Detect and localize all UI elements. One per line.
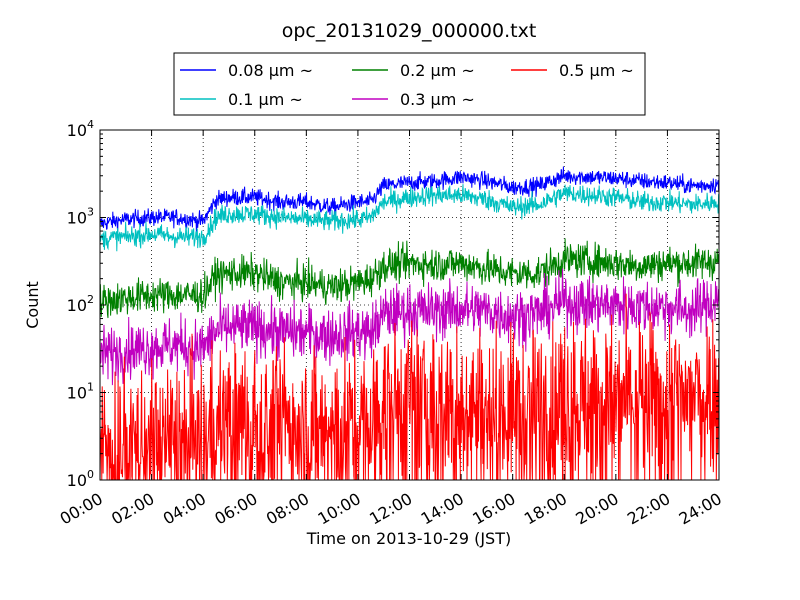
legend-label: 0.2 μm ~ — [400, 61, 475, 80]
y-tick-label: 101 — [67, 381, 94, 403]
legend-label: 0.3 μm ~ — [400, 90, 475, 109]
series-line — [99, 238, 720, 319]
legend-box — [173, 52, 646, 116]
y-tick-label: 104 — [67, 118, 94, 140]
x-tick-label: 06:00 — [211, 489, 260, 529]
x-tick-label: 08:00 — [263, 489, 312, 529]
x-tick-label: 02:00 — [108, 489, 157, 529]
x-tick-label: 12:00 — [366, 489, 415, 529]
y-tick-labels: 100 101 102 103 104 — [67, 118, 94, 490]
legend-item: 0.1 μm ~ — [180, 90, 303, 109]
y-tick-label: 103 — [67, 206, 94, 228]
x-tick-label: 14:00 — [418, 489, 467, 529]
legend-item: 0.08 μm ~ — [180, 61, 313, 80]
legend-label: 0.08 μm ~ — [228, 61, 313, 80]
ticks — [99, 129, 720, 481]
x-tick-label: 00:00 — [57, 489, 106, 529]
chart-title: opc_20131029_000000.txt — [282, 20, 537, 42]
x-tick-labels: 00:00 02:00 04:00 06:00 08:00 10:00 12:00 14:00… — [57, 489, 725, 529]
legend: 0.08 μm ~ 0.1 μm ~ 0.2 μm ~ 0.3 μm ~ 0.5 μm … — [173, 52, 646, 116]
series-line — [99, 268, 720, 386]
series-line — [99, 184, 720, 252]
y-tick-label: 102 — [67, 293, 94, 315]
x-tick-label: 24:00 — [676, 489, 725, 529]
x-tick-label: 20:00 — [572, 489, 621, 529]
legend-label: 0.5 μm ~ — [559, 61, 634, 80]
x-tick-label: 16:00 — [469, 489, 518, 529]
y-axis-label: Count — [23, 281, 42, 329]
y-tick-label: 100 — [67, 468, 94, 490]
legend-item: 0.2 μm ~ — [352, 61, 475, 80]
legend-item: 0.3 μm ~ — [352, 90, 475, 109]
x-tick-label: 10:00 — [314, 489, 363, 529]
x-tick-label: 22:00 — [624, 489, 673, 529]
x-tick-label: 04:00 — [160, 489, 209, 529]
x-tick-label: 18:00 — [521, 489, 570, 529]
x-axis-label: Time on 2013-10-29 (JST) — [306, 529, 511, 548]
legend-label: 0.1 μm ~ — [228, 90, 303, 109]
legend-item: 0.5 μm ~ — [511, 61, 634, 80]
series-line — [99, 166, 720, 233]
